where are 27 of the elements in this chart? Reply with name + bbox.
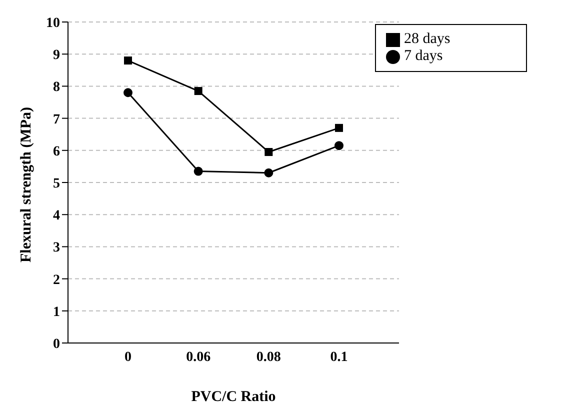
y-tick-label: 10: [46, 16, 60, 31]
point: [194, 87, 202, 96]
y-tick-label: 0: [53, 336, 60, 352]
y-tick-label: 2: [53, 272, 60, 288]
legend-label: 7 days: [404, 48, 443, 64]
y-tick-label: 4: [53, 208, 60, 224]
x-tick-label: 0.08: [256, 350, 281, 365]
x-tick-label: 0: [124, 350, 132, 365]
x-tick-label: 0.1: [330, 350, 348, 365]
y-tick-label: 8: [53, 80, 60, 96]
point: [264, 168, 274, 178]
x-axis-title: PVC/C Ratio: [191, 389, 276, 405]
y-tick-label: 1: [53, 304, 60, 320]
x-tick-label: 0.06: [186, 350, 211, 365]
y-tick-label: 3: [53, 240, 60, 256]
point: [124, 88, 132, 98]
y-axis-title: Flexural strength (MPa): [18, 106, 34, 262]
y-tick-label: 9: [53, 48, 60, 64]
point: [124, 56, 132, 65]
point: [264, 148, 273, 156]
point: [194, 166, 203, 176]
y-tick-label: 6: [53, 144, 60, 160]
point: [334, 141, 344, 150]
point: [335, 124, 343, 132]
y-tick-label: 7: [53, 112, 60, 128]
y-tick-label: 5: [53, 176, 60, 192]
legend-label: 28 days: [404, 31, 450, 47]
